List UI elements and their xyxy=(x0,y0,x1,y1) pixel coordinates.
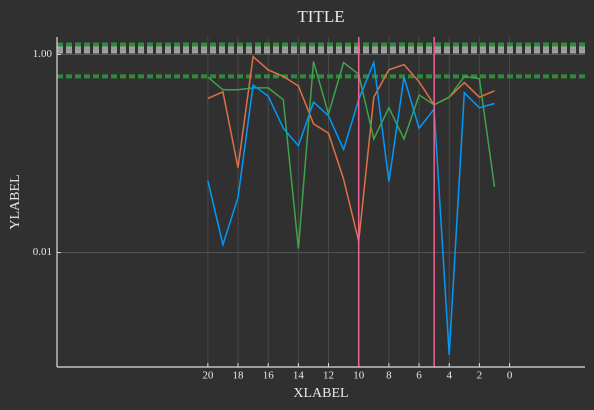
y-axis-label: YLABEL xyxy=(8,174,23,229)
chart-title: TITLE xyxy=(297,7,344,26)
line-series xyxy=(207,55,495,242)
y-tick-label: 0.01 xyxy=(33,246,52,258)
x-tick-label: 0 xyxy=(507,370,513,382)
x-tick-label: 6 xyxy=(416,370,422,382)
y-tick-label: 1.00 xyxy=(33,48,53,60)
x-tick-label: 20 xyxy=(202,370,214,382)
line-series xyxy=(207,61,496,249)
x-tick-label: 14 xyxy=(293,370,305,382)
x-axis-label: XLABEL xyxy=(293,386,348,401)
x-tick-label: 4 xyxy=(446,370,452,382)
line-series xyxy=(207,59,495,355)
x-tick-label: 18 xyxy=(233,370,245,382)
x-tick-label: 12 xyxy=(323,370,334,382)
x-tick-label: 16 xyxy=(263,370,275,382)
x-tick-label: 10 xyxy=(353,370,365,382)
x-tick-label: 2 xyxy=(477,370,483,382)
x-tick-label: 8 xyxy=(386,370,392,382)
